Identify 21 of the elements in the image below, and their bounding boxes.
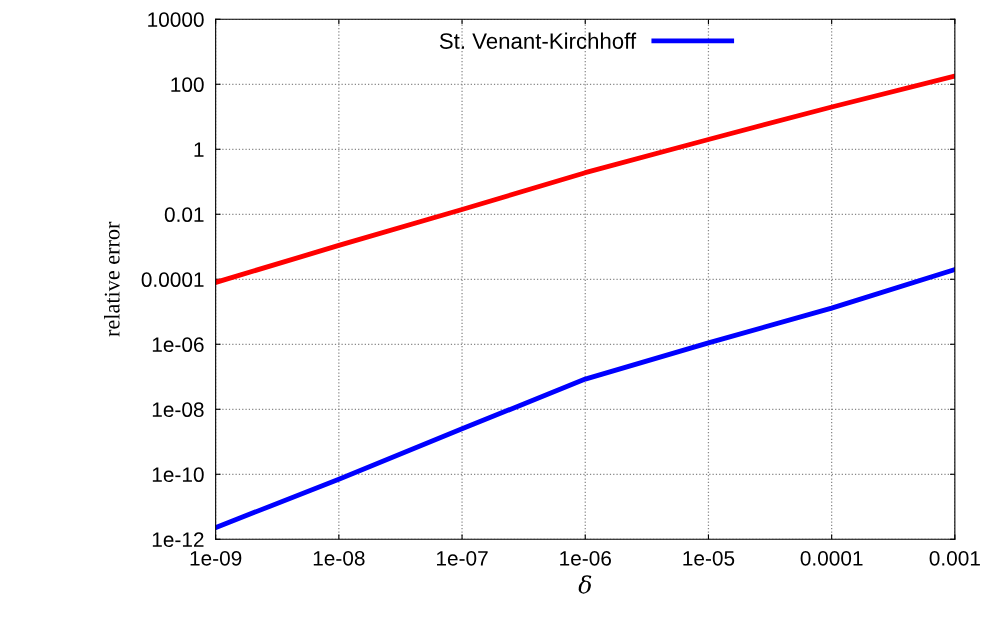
y-tick-label: 100: [171, 77, 204, 93]
x-tick-label: 1e-07: [437, 550, 488, 566]
y-tick-label: 0.01: [164, 207, 204, 223]
y-tick-label: 1e-08: [152, 402, 204, 418]
x-tick-label: 0.0001: [800, 550, 863, 566]
y-tick-label: 1e-12: [152, 532, 204, 548]
line-series: [215, 267, 955, 530]
x-tick-label: 1e-08: [313, 550, 365, 566]
y-tick-label: 10000: [148, 12, 204, 28]
y-tick-label: 1e-06: [152, 337, 204, 353]
x-tick-label: 1e-06: [560, 550, 611, 566]
y-tick-label: 0.0001: [141, 272, 204, 288]
x-tick-label: 1e-05: [683, 550, 735, 566]
y-axis-title: relative error: [104, 221, 120, 337]
y-tick-label: 1: [194, 142, 204, 157]
line-series: [215, 73, 955, 285]
x-axis-title: δ: [578, 575, 592, 594]
x-tick-label: 0.001: [929, 550, 980, 566]
x-tick-label: 1e-09: [190, 550, 242, 566]
y-tick-label: 1e-10: [152, 467, 204, 483]
legend-label: St. Venant-Kirchhoff: [439, 32, 637, 49]
